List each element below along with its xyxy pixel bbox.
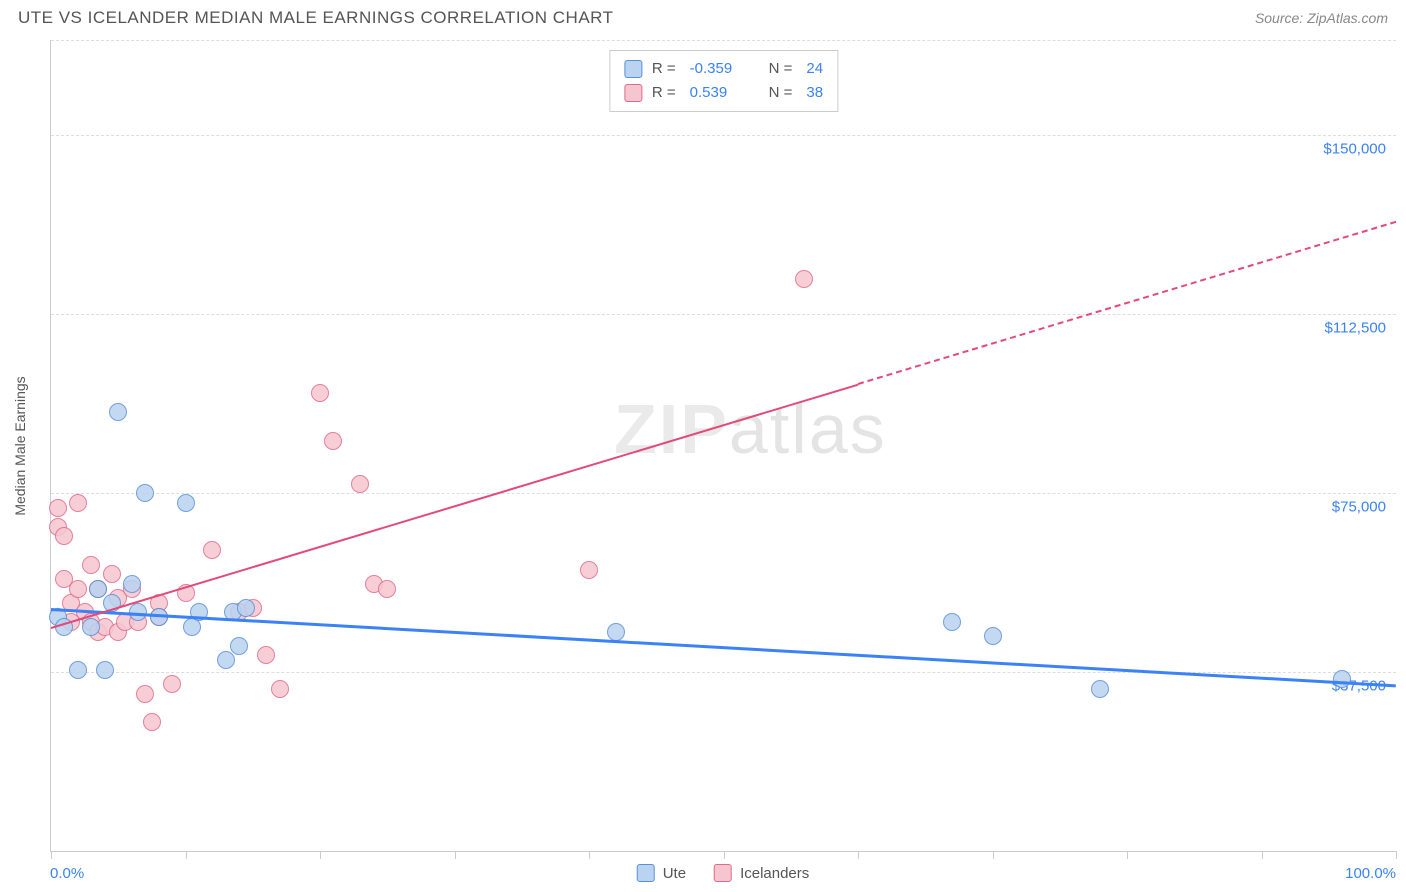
scatter-point (378, 580, 396, 598)
scatter-point (143, 713, 161, 731)
gridline-h (51, 314, 1396, 315)
x-axis-label-min: 0.0% (50, 865, 84, 882)
x-tick (186, 851, 187, 859)
x-tick (589, 851, 590, 859)
plot-region: ZIPatlas R =-0.359N =24R =0.539N =38 $37… (50, 40, 1396, 852)
scatter-point (150, 608, 168, 626)
gridline-h (51, 493, 1396, 494)
legend-series: Ute Icelanders (637, 864, 810, 882)
scatter-point (230, 637, 248, 655)
legend-swatch (637, 864, 655, 882)
x-tick (1396, 851, 1397, 859)
scatter-point (82, 556, 100, 574)
watermark: ZIPatlas (614, 389, 887, 469)
legend-r-label: R = (652, 81, 676, 105)
chart-title: UTE VS ICELANDER MEDIAN MALE EARNINGS CO… (18, 8, 614, 28)
y-tick-label: $150,000 (1323, 141, 1386, 158)
scatter-point (55, 527, 73, 545)
scatter-point (96, 661, 114, 679)
chart-header: UTE VS ICELANDER MEDIAN MALE EARNINGS CO… (0, 0, 1406, 34)
scatter-point (163, 675, 181, 693)
scatter-point (82, 618, 100, 636)
legend-item: Icelanders (714, 864, 809, 882)
chart-area: Median Male Earnings ZIPatlas R =-0.359N… (50, 40, 1396, 852)
scatter-point (795, 270, 813, 288)
scatter-point (136, 484, 154, 502)
legend-label: Ute (663, 865, 686, 882)
legend-n-value: 24 (806, 57, 823, 81)
legend-swatch (714, 864, 732, 882)
legend-row: R = -0.359 N = 24 (624, 57, 823, 81)
legend-n-label: N = (769, 81, 793, 105)
scatter-point (257, 646, 275, 664)
legend-item: Ute (637, 864, 686, 882)
legend-r-label: R = (652, 57, 676, 81)
legend-r-value: 0.539 (690, 81, 745, 105)
x-tick (1262, 851, 1263, 859)
legend-row: R = 0.539 N = 38 (624, 81, 823, 105)
scatter-point (217, 651, 235, 669)
y-tick-label: $112,500 (1325, 320, 1386, 337)
scatter-point (136, 685, 154, 703)
scatter-point (580, 561, 598, 579)
gridline-h (51, 135, 1396, 136)
y-tick-label: $75,000 (1332, 499, 1386, 516)
x-tick (320, 851, 321, 859)
x-axis-label-max: 100.0% (1345, 865, 1396, 882)
scatter-point (984, 627, 1002, 645)
scatter-point (69, 661, 87, 679)
y-axis-label: Median Male Earnings (12, 376, 28, 515)
trend-line (51, 608, 1396, 687)
scatter-point (1333, 670, 1351, 688)
x-tick (993, 851, 994, 859)
legend-n-label: N = (769, 57, 793, 81)
legend-label: Icelanders (740, 865, 809, 882)
scatter-point (103, 565, 121, 583)
scatter-point (89, 580, 107, 598)
scatter-point (69, 580, 87, 598)
scatter-point (943, 613, 961, 631)
x-tick (455, 851, 456, 859)
scatter-point (1091, 680, 1109, 698)
legend-n-value: 38 (806, 81, 823, 105)
scatter-point (237, 599, 255, 617)
legend-swatch (624, 60, 642, 78)
scatter-point (69, 494, 87, 512)
scatter-point (607, 623, 625, 641)
x-tick (1127, 851, 1128, 859)
scatter-point (123, 575, 141, 593)
legend-swatch (624, 84, 642, 102)
scatter-point (203, 541, 221, 559)
scatter-point (109, 403, 127, 421)
trend-line (51, 384, 859, 629)
trend-line (858, 221, 1397, 385)
gridline-h (51, 40, 1396, 41)
scatter-point (49, 499, 67, 517)
source-label: Source: ZipAtlas.com (1255, 10, 1388, 26)
scatter-point (311, 384, 329, 402)
scatter-point (351, 475, 369, 493)
scatter-point (324, 432, 342, 450)
legend-r-value: -0.359 (690, 57, 745, 81)
x-tick (724, 851, 725, 859)
scatter-point (177, 494, 195, 512)
legend-correlation: R = -0.359 N = 24 R = 0.539 N = 38 (609, 50, 838, 112)
x-tick (51, 851, 52, 859)
x-tick (858, 851, 859, 859)
scatter-point (271, 680, 289, 698)
